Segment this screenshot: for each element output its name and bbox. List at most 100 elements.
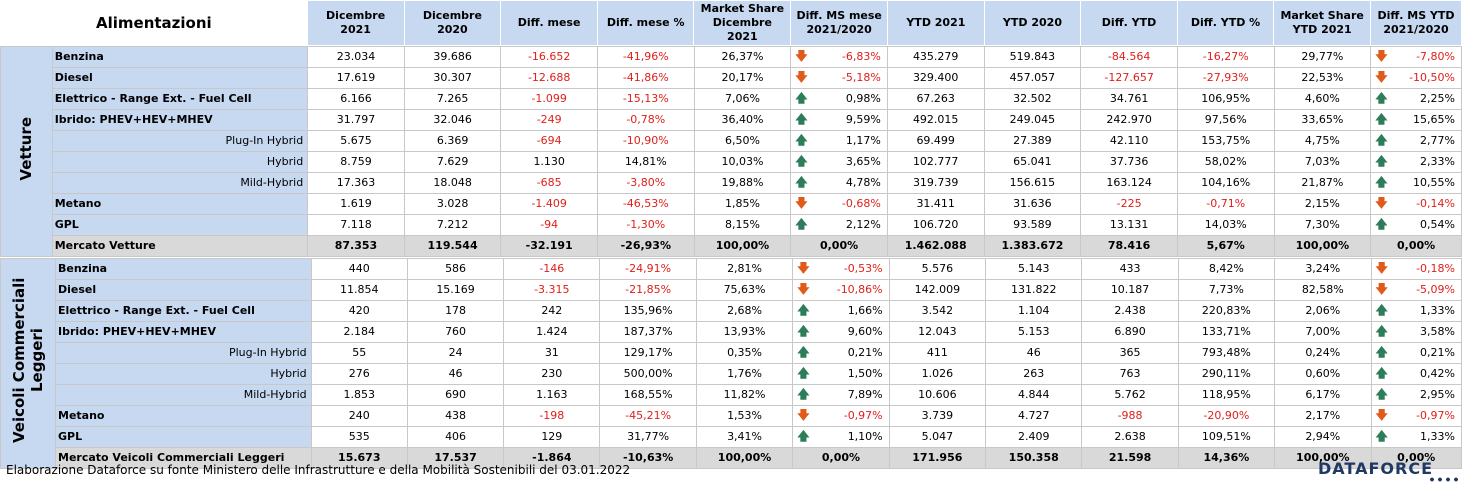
cell-value: -225: [1080, 193, 1178, 215]
cell-value: -127.657: [1080, 67, 1178, 89]
col-header: Diff. YTD: [1080, 0, 1178, 46]
ms-diff-cell: 🡅 1,17%: [790, 130, 888, 152]
col-header: Diff. MS YTD 2021/2020: [1370, 0, 1462, 46]
cell-value: 7.629: [403, 151, 502, 173]
ms-diff-cell: 🡇 -0,97%: [1370, 405, 1462, 427]
cell-value: 2,81%: [695, 258, 794, 280]
cell-value: 3.542: [888, 300, 987, 322]
cell-value: 7,30%: [1273, 214, 1372, 236]
table-row: Ibrido: PHEV+HEV+MHEV 2.184 760 1.424 187,37…: [1, 321, 1462, 343]
ms-diff-cell: 🡇 -0,18%: [1370, 258, 1462, 280]
ms-diff-cell: 🡇 -0,14%: [1370, 193, 1462, 215]
arrow-down-icon: 🡇: [1375, 282, 1388, 296]
cell-value: 0,98%: [845, 92, 881, 105]
cell-value: 1,76%: [695, 363, 794, 385]
arrow-up-icon: 🡅: [1375, 366, 1388, 380]
cell-value: -12.688: [500, 67, 598, 89]
cell-value: 793,48%: [1177, 342, 1276, 364]
cell-value: -694: [500, 130, 598, 152]
cell-value: 242: [503, 300, 601, 322]
source-note: Elaborazione Dataforce su fonte Minister…: [6, 463, 631, 477]
cell-value: 6.890: [1081, 321, 1179, 343]
cell-value: 2.438: [1081, 300, 1179, 322]
cell-value: 3,41%: [695, 426, 794, 448]
cell-value: 75,63%: [695, 279, 794, 301]
cell-value: -0,97%: [1416, 409, 1455, 422]
cell-value: 21.598: [1081, 447, 1179, 469]
arrow-up-icon: 🡅: [797, 324, 810, 338]
arrow-up-icon: 🡅: [1375, 133, 1388, 147]
arrow-up-icon: 🡅: [1375, 112, 1388, 126]
row-label: Ibrido: PHEV+HEV+MHEV: [51, 109, 309, 131]
cell-value: 17.619: [307, 67, 405, 89]
ms-diff-cell: 🡅 10,55%: [1370, 172, 1462, 194]
cell-value: 10,03%: [693, 151, 792, 173]
cell-value: -0,68%: [841, 197, 881, 210]
cell-value: 276: [310, 363, 408, 385]
arrow-down-icon: 🡇: [797, 261, 810, 275]
cell-value: 5.762: [1081, 384, 1179, 406]
cell-value: 3.739: [888, 405, 987, 427]
ms-diff-cell: 🡅 9,59%: [790, 109, 888, 131]
cell-value: 13.131: [1080, 214, 1178, 236]
table-row: Hybrid 276 46 230 500,00% 1,76% 🡅 1,50% 1.026 263…: [1, 363, 1462, 385]
cell-value: 2,17%: [1274, 405, 1372, 427]
cell-value: 0,00%: [790, 235, 888, 257]
cell-value: 2,77%: [1420, 134, 1455, 147]
cell-value: 586: [406, 258, 505, 280]
arrow-down-icon: 🡇: [1375, 196, 1388, 210]
cell-value: 27.389: [983, 130, 1082, 152]
cell-value: 6.166: [307, 88, 405, 110]
section-table-veicoli-commerciali-leggeri: Veicoli Commerciali Leggeri Benzina 440 586…: [0, 258, 1462, 469]
cell-value: 457.057: [983, 67, 1082, 89]
cell-value: -5,09%: [1416, 283, 1455, 296]
cell-value: 17.363: [307, 172, 405, 194]
arrow-up-icon: 🡅: [1375, 429, 1388, 443]
arrow-up-icon: 🡅: [1375, 387, 1388, 401]
cell-value: 319.739: [886, 172, 985, 194]
row-label: Plug-In Hybrid: [55, 342, 312, 364]
cell-value: 12.043: [888, 321, 987, 343]
table-row: Mild-Hybrid 1.853 690 1.163 168,55% 11,82% 🡅 7,…: [1, 384, 1462, 406]
row-label: Metano: [55, 405, 312, 427]
cell-value: -41,86%: [596, 67, 695, 89]
cell-value: 102.777: [886, 151, 985, 173]
cell-value: -198: [503, 405, 601, 427]
cell-value: 5.047: [888, 426, 987, 448]
cell-value: 100,00%: [1273, 235, 1372, 257]
arrow-up-icon: 🡅: [797, 387, 810, 401]
cell-value: 20,17%: [693, 67, 792, 89]
col-header: Diff. mese %: [596, 0, 695, 46]
cell-value: 1,17%: [845, 134, 881, 147]
cell-value: 7.212: [403, 214, 502, 236]
arrow-up-icon: 🡅: [795, 133, 808, 147]
cell-value: -10,50%: [1409, 71, 1455, 84]
cell-value: 163.124: [1080, 172, 1178, 194]
col-header: Diff. mese: [500, 0, 598, 46]
cell-value: 5,67%: [1176, 235, 1275, 257]
cell-value: 3,24%: [1274, 258, 1372, 280]
cell-value: 0,24%: [1274, 342, 1372, 364]
cell-value: 14,81%: [596, 151, 695, 173]
cell-value: 31,77%: [599, 426, 697, 448]
ms-diff-cell: 🡅 2,25%: [1370, 88, 1462, 110]
cell-value: 1,33%: [1420, 430, 1455, 443]
cell-value: 365: [1081, 342, 1179, 364]
arrow-up-icon: 🡅: [1375, 154, 1388, 168]
cell-value: 1.853: [310, 384, 408, 406]
cell-value: 763: [1081, 363, 1179, 385]
cell-value: 4,78%: [845, 176, 881, 189]
dataforce-logo: DATAFORCE: [1318, 459, 1462, 482]
cell-value: 9,60%: [847, 325, 883, 338]
cell-value: 156.615: [983, 172, 1082, 194]
table-row: Veicoli Commerciali Leggeri Benzina 440 586…: [0, 258, 1462, 469]
cell-value: 690: [406, 384, 505, 406]
cell-value: 19,88%: [693, 172, 792, 194]
cell-value: 133,71%: [1177, 321, 1276, 343]
row-label: Hybrid: [55, 363, 312, 385]
section-label: Veicoli Commerciali Leggeri: [0, 258, 56, 469]
arrow-up-icon: 🡅: [1375, 324, 1388, 338]
cell-value: 4,60%: [1273, 88, 1372, 110]
cell-value: 31.411: [886, 193, 985, 215]
cell-value: -685: [500, 172, 598, 194]
